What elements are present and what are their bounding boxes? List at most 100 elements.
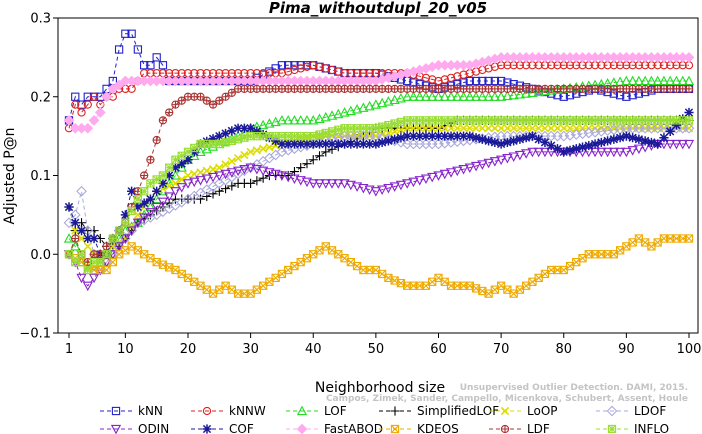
data-point	[258, 144, 268, 153]
data-point	[483, 91, 494, 101]
data-point	[439, 169, 450, 180]
data-point	[339, 107, 350, 117]
data-point	[308, 139, 318, 149]
data-point	[471, 133, 481, 143]
data-point	[171, 100, 180, 109]
data-point	[427, 91, 438, 101]
legend-item-knnw: kNNW	[191, 404, 266, 418]
data-point	[346, 139, 356, 149]
data-point	[402, 131, 412, 141]
data-point	[164, 192, 175, 202]
data-point	[140, 187, 149, 196]
data-point	[427, 172, 438, 183]
data-point	[684, 84, 694, 94]
data-point	[621, 147, 632, 158]
data-point	[602, 147, 613, 158]
legend-label: FastABOD	[324, 422, 383, 434]
data-point	[308, 155, 318, 165]
data-point	[333, 139, 343, 149]
data-point	[258, 119, 269, 130]
data-point	[509, 136, 519, 146]
data-point	[70, 218, 80, 228]
data-point	[82, 281, 93, 292]
legend-label: kNN	[138, 404, 163, 418]
data-point	[171, 179, 180, 188]
data-point	[496, 124, 506, 133]
data-point	[76, 185, 87, 197]
data-point	[264, 168, 275, 178]
data-point	[202, 96, 211, 105]
data-point	[640, 75, 651, 86]
data-point	[276, 146, 288, 158]
data-point	[395, 180, 407, 191]
data-point	[377, 122, 387, 131]
data-point	[502, 90, 513, 101]
data-point	[421, 131, 431, 141]
legend-marker	[606, 405, 618, 417]
data-point	[276, 115, 288, 125]
data-point	[420, 174, 432, 185]
data-point	[140, 171, 149, 180]
data-point	[320, 111, 331, 122]
data-point	[433, 91, 444, 101]
data-point	[309, 61, 318, 70]
data-point	[665, 139, 676, 150]
data-point	[177, 96, 186, 105]
data-point	[445, 168, 457, 178]
data-point	[527, 147, 538, 158]
data-point	[296, 139, 306, 149]
data-point	[264, 118, 275, 128]
data-point	[208, 134, 218, 144]
data-point	[83, 242, 92, 251]
data-point	[89, 92, 99, 101]
y-tick-label: −0.1	[19, 327, 51, 342]
data-point	[326, 110, 338, 120]
legend-label: LDOF	[634, 404, 666, 418]
data-point	[421, 124, 431, 133]
data-point	[514, 89, 526, 99]
data-point	[539, 147, 551, 158]
data-point	[471, 76, 481, 86]
data-point	[277, 139, 287, 149]
data-point	[665, 75, 676, 86]
data-point	[146, 155, 155, 164]
data-point	[284, 67, 293, 76]
data-point	[521, 149, 532, 159]
data-point	[351, 103, 363, 114]
series-knn	[64, 29, 694, 125]
data-point	[621, 75, 632, 86]
data-point	[559, 92, 568, 101]
data-point	[446, 124, 456, 133]
data-point	[195, 176, 206, 186]
data-point	[508, 152, 519, 162]
data-point	[414, 91, 425, 101]
data-point	[139, 213, 150, 223]
data-point	[671, 120, 682, 130]
data-point	[515, 124, 525, 133]
data-point	[496, 76, 506, 86]
x-tick-label: 80	[555, 342, 572, 357]
data-point	[665, 126, 675, 136]
legend-label: ODIN	[138, 422, 169, 434]
data-point	[571, 144, 581, 154]
data-point	[578, 124, 587, 133]
data-point	[352, 139, 362, 149]
data-point	[377, 185, 388, 196]
data-point	[521, 88, 532, 98]
data-point	[126, 226, 137, 236]
data-point	[527, 87, 538, 97]
data-point	[227, 157, 236, 166]
data-point	[402, 91, 413, 101]
data-point	[502, 137, 512, 148]
data-point	[308, 179, 319, 189]
data-point	[503, 124, 512, 133]
data-point	[559, 124, 568, 133]
data-point	[683, 139, 695, 150]
data-point	[133, 45, 143, 54]
data-point	[77, 108, 86, 117]
legend-marker	[500, 406, 510, 416]
legend-label: SimplifiedLOF	[417, 404, 499, 418]
data-point	[440, 131, 450, 141]
data-point	[334, 67, 343, 76]
